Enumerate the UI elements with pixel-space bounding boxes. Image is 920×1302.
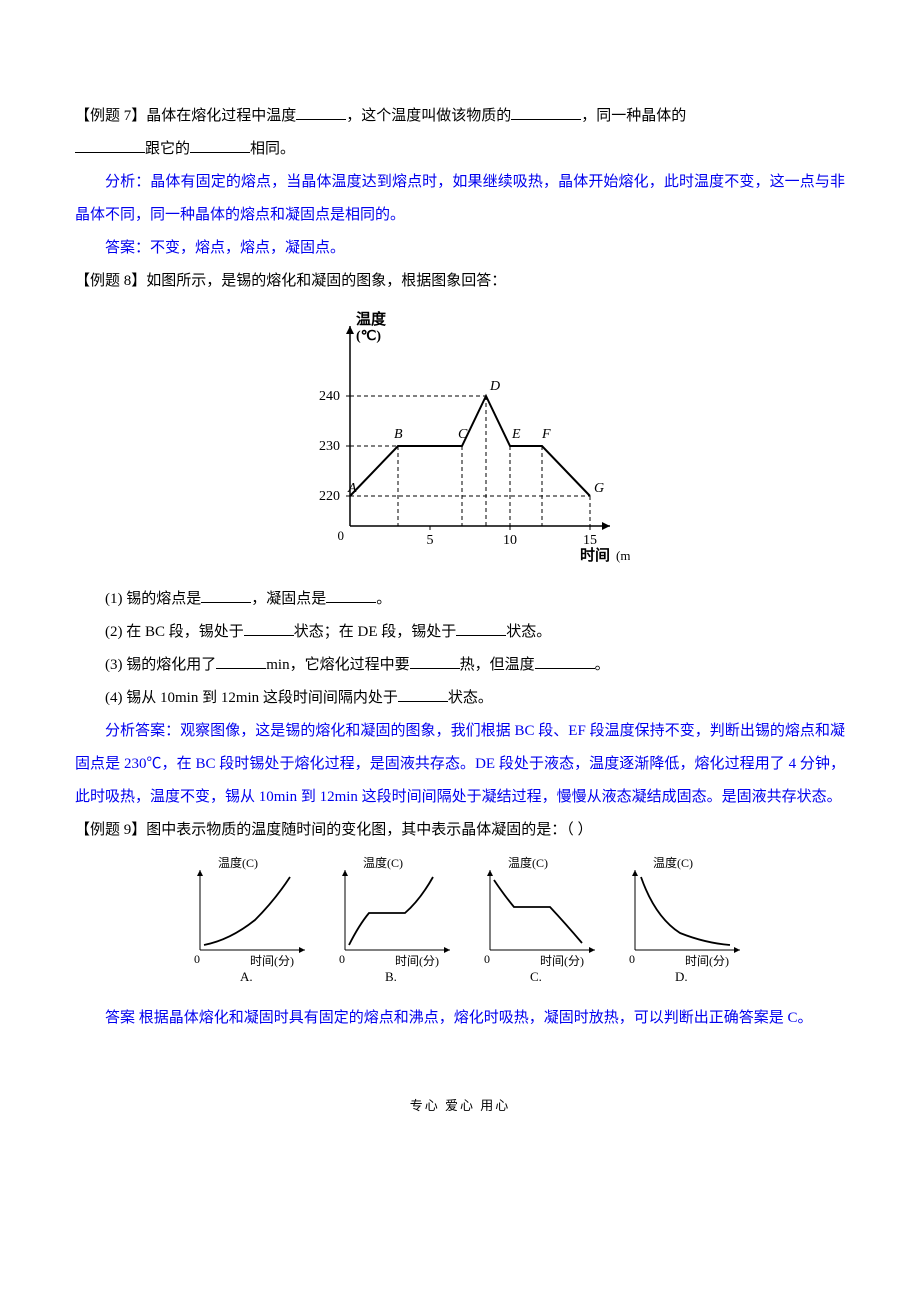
- q9-answer: 答案 根据晶体熔化和凝固时具有固定的熔点和沸点，熔化时吸热，凝固时放热，可以判断…: [75, 1002, 845, 1035]
- q8-item-2: (2) 在 BC 段，锡处于状态；在 DE 段，锡处于状态。: [75, 616, 845, 649]
- svg-text:温度: 温度: [356, 310, 387, 328]
- q8-heading: 【例题 8】: [75, 273, 146, 289]
- q8-item-4: (4) 锡从 10min 到 12min 这段时间间隔内处于状态。: [75, 682, 845, 715]
- svg-text:5: 5: [427, 533, 434, 548]
- q7-answer: 答案：不变，熔点，熔点，凝固点。: [75, 232, 845, 265]
- q8-chart: 220 230 240 5 10 15 温度 (℃) 时间 (min) 0: [75, 306, 845, 571]
- svg-text:C: C: [458, 427, 468, 442]
- svg-text:(min): (min): [616, 548, 630, 563]
- mini-xlabel: 时间(分): [250, 954, 294, 968]
- svg-text:0: 0: [629, 952, 635, 966]
- svg-text:温度(C): 温度(C): [508, 855, 548, 870]
- q7-stem: 【例题 7】晶体在熔化过程中温度，这个温度叫做该物质的，同一种晶体的 跟它的相同…: [75, 100, 845, 166]
- svg-text:C.: C.: [530, 969, 542, 984]
- svg-text:时间(分): 时间(分): [540, 954, 584, 968]
- q8-analysis: 分析答案：观察图像，这是锡的熔化和凝固的图象，我们根据 BC 段、EF 段温度保…: [75, 715, 845, 814]
- svg-text:D.: D.: [675, 969, 688, 984]
- q8-item-1: (1) 锡的熔点是，凝固点是。: [75, 583, 845, 616]
- q9-mini-charts: 温度(C) 0 时间(分) A. 温度(C) 0 时间(分) B.: [75, 855, 845, 990]
- option-label: A.: [240, 969, 253, 984]
- svg-text:240: 240: [319, 389, 340, 404]
- q9-heading: 【例题 9】: [75, 822, 146, 838]
- svg-text:230: 230: [319, 439, 340, 454]
- page-footer: 专心 爱心 用心: [75, 1095, 845, 1114]
- svg-text:(℃): (℃): [356, 329, 381, 344]
- q7-analysis: 分析：晶体有固定的熔点，当晶体温度达到熔点时，如果继续吸热，晶体开始熔化，此时温…: [75, 166, 845, 232]
- svg-text:0: 0: [339, 952, 345, 966]
- q9-stem: 【例题 9】图中表示物质的温度随时间的变化图，其中表示晶体凝固的是：（ ）: [75, 814, 845, 847]
- svg-text:A: A: [347, 481, 357, 496]
- svg-text:温度(C): 温度(C): [653, 855, 693, 870]
- blank: [190, 137, 250, 153]
- svg-text:F: F: [541, 427, 551, 442]
- mini-ylabel: 温度(C): [218, 855, 258, 870]
- svg-text:0: 0: [194, 952, 200, 966]
- svg-text:G: G: [594, 481, 604, 496]
- svg-text:15: 15: [583, 533, 597, 548]
- q7-heading: 【例题 7】: [75, 108, 146, 124]
- svg-text:时间(分): 时间(分): [685, 954, 729, 968]
- svg-text:B: B: [394, 427, 403, 442]
- svg-text:时间(分): 时间(分): [395, 954, 439, 968]
- q8-stem: 【例题 8】如图所示，是锡的熔化和凝固的图象，根据图象回答：: [75, 265, 845, 298]
- svg-text:B.: B.: [385, 969, 397, 984]
- blank: [296, 104, 346, 120]
- svg-text:E: E: [511, 427, 521, 442]
- svg-text:时间: 时间: [580, 546, 610, 564]
- svg-text:10: 10: [503, 533, 517, 548]
- svg-text:温度(C): 温度(C): [363, 855, 403, 870]
- q8-item-3: (3) 锡的熔化用了min，它熔化过程中要热，但温度。: [75, 649, 845, 682]
- svg-text:0: 0: [338, 528, 345, 543]
- svg-text:220: 220: [319, 489, 340, 504]
- blank: [75, 137, 145, 153]
- svg-text:0: 0: [484, 952, 490, 966]
- svg-text:D: D: [489, 379, 500, 394]
- blank: [511, 104, 581, 120]
